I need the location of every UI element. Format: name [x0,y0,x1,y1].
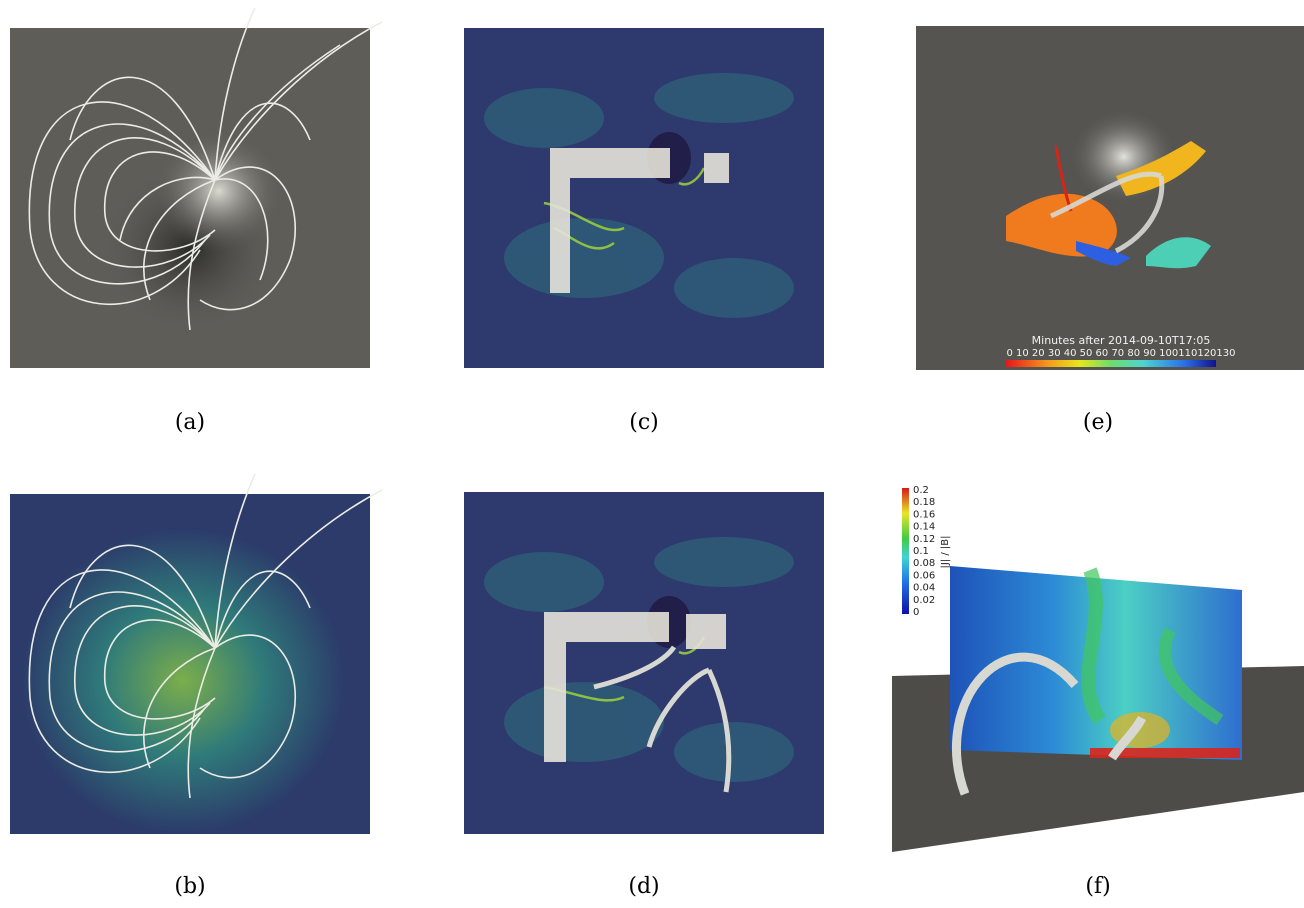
jb-colorbar-tick: 0.14 [913,522,935,533]
jb-colorbar-tick: 0.2 [913,485,929,496]
jb-colorbar-tick: 0.18 [913,497,935,508]
jb-colorbar-tick: 0 [913,607,919,618]
panel-c-current-map-isosurface [464,28,824,368]
time-colored-ribbons [1006,141,1211,269]
panel-e-timing-map: Minutes after 2014-09-10T17:05 0 10 20 3… [916,26,1304,370]
jb-colorbar-tick: 0.04 [913,583,935,594]
jb-colorbar-label: |J| / |B| [940,535,951,568]
jb-colorbar-tick: 0.08 [913,558,935,569]
jb-colorbar-tick: 0.16 [913,509,935,520]
colorbar-ticks: 0 10 20 30 40 50 60 70 80 90 10011012013… [1006,348,1235,359]
jb-colorbar-tick: 0.02 [913,595,935,606]
field-lines [28,7,383,331]
isosurface [550,148,729,293]
colorbar [1006,360,1216,367]
jb-colorbar-tick: 0.12 [913,534,935,545]
jb-colorbar [902,488,909,614]
caption-b: (b) [174,874,206,899]
jb-colorbar-ticks: 0.20.180.16 0.140.120.10.080.06 0.040.020 [913,485,935,618]
flux-rope [593,645,732,793]
panel-a-magnetogram-field-lines [10,0,385,368]
caption-a: (a) [174,410,206,435]
caption-e: (e) [1082,410,1114,435]
colorbar-title: Minutes after 2014-09-10T17:05 [1032,334,1211,347]
jb-colorbar-tick: 0.06 [913,570,935,581]
caption-d: (d) [628,874,660,899]
jb-colorbar-tick: 0.1 [913,546,929,557]
caption-c: (c) [629,410,659,435]
panel-f-3d-slice: 0.2 0.18 0.16 0.14 0.12 0.1 0.08 0.06 0.04 0.02 0 … [890,480,1304,854]
panel-d-current-map-flux-rope [464,492,824,834]
panel-b-euv-field-lines [10,468,385,834]
caption-f: (f) [1085,874,1111,899]
